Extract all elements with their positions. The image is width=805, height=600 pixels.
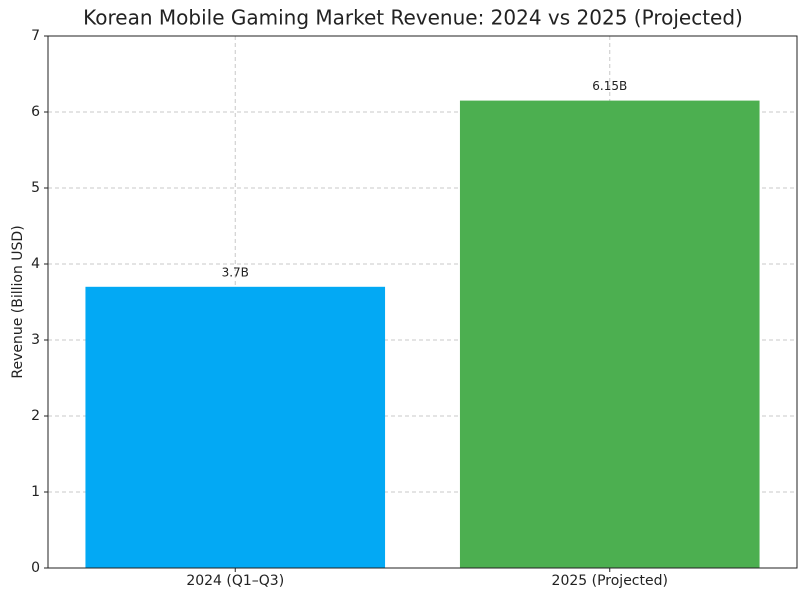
y-axis-label: Revenue (Billion USD) [10, 225, 26, 378]
x-tick-label: 2025 (Projected) [552, 573, 668, 589]
y-tick-label: 1 [31, 484, 40, 500]
y-tick-label: 7 [31, 28, 40, 44]
y-tick-label: 4 [31, 256, 40, 272]
y-tick-label: 5 [31, 180, 40, 196]
y-tick-label: 3 [31, 332, 40, 348]
plot-frame [47, 35, 798, 569]
y-tick-label: 2 [31, 408, 40, 424]
bar [459, 100, 760, 568]
x-tick-label: 2024 (Q1–Q3) [186, 573, 284, 589]
bar [85, 286, 386, 568]
y-tick-label: 0 [31, 560, 40, 576]
chart-title: Korean Mobile Gaming Market Revenue: 202… [83, 6, 743, 30]
value-label: 6.15B [592, 79, 627, 93]
value-label: 3.7B [222, 265, 249, 279]
y-tick-label: 6 [31, 104, 40, 120]
